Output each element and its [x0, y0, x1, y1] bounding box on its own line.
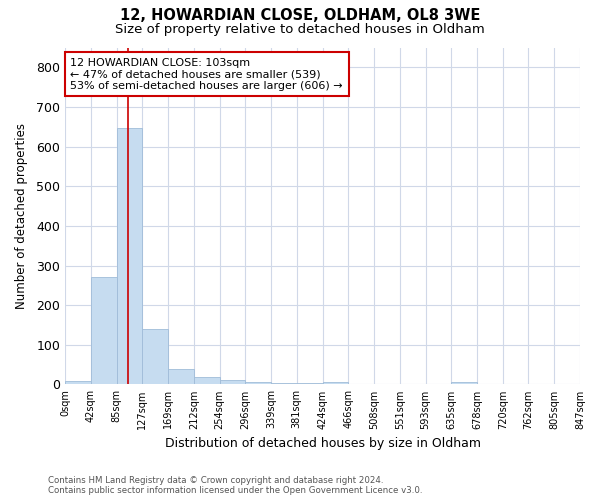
Bar	[65, 382, 91, 384]
Bar	[451, 382, 477, 384]
Bar	[117, 128, 142, 384]
Bar	[323, 382, 349, 384]
Bar	[220, 380, 245, 384]
Y-axis label: Number of detached properties: Number of detached properties	[15, 123, 28, 309]
Text: 12 HOWARDIAN CLOSE: 103sqm
← 47% of detached houses are smaller (539)
53% of sem: 12 HOWARDIAN CLOSE: 103sqm ← 47% of deta…	[70, 58, 343, 91]
Text: 12, HOWARDIAN CLOSE, OLDHAM, OL8 3WE: 12, HOWARDIAN CLOSE, OLDHAM, OL8 3WE	[120, 8, 480, 22]
Bar	[245, 382, 271, 384]
Bar	[168, 370, 194, 384]
X-axis label: Distribution of detached houses by size in Oldham: Distribution of detached houses by size …	[164, 437, 481, 450]
Bar	[91, 276, 117, 384]
Bar	[194, 377, 220, 384]
Bar	[142, 329, 168, 384]
Text: Contains HM Land Registry data © Crown copyright and database right 2024.
Contai: Contains HM Land Registry data © Crown c…	[48, 476, 422, 495]
Text: Size of property relative to detached houses in Oldham: Size of property relative to detached ho…	[115, 22, 485, 36]
Bar	[271, 383, 297, 384]
Bar	[297, 383, 323, 384]
